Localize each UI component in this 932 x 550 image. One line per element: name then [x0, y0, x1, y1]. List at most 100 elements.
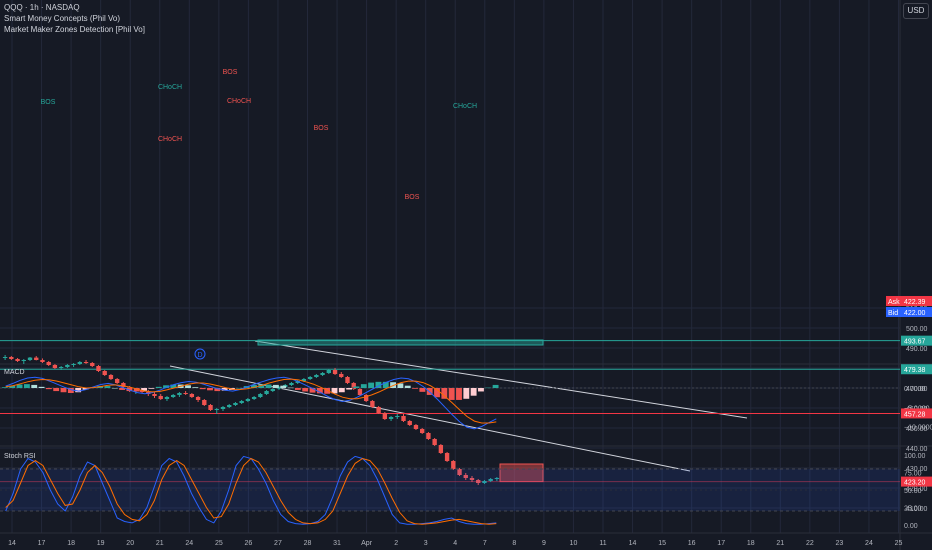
candle-body [314, 375, 319, 377]
time-tick-label: 17 [38, 540, 46, 547]
candle-body [34, 357, 39, 360]
macd-histogram-bar [207, 388, 213, 391]
candle-body [295, 381, 300, 383]
rsi-tick-label: 50.00 [904, 488, 922, 495]
rsi-d-line [5, 457, 497, 525]
candle-body [77, 362, 82, 364]
time-tick-label: 19 [97, 540, 105, 547]
time-tick-label: 25 [215, 540, 223, 547]
candle-body [482, 481, 487, 483]
macd-histogram-bar [221, 388, 228, 391]
candle-body [9, 357, 14, 359]
macd-histogram-bar [53, 388, 60, 392]
macd-histogram-bar [104, 386, 111, 388]
macd-histogram-bar [485, 387, 492, 389]
macd-histogram-bar [382, 381, 389, 388]
time-tick-label: 14 [629, 540, 637, 547]
candle-body [90, 363, 95, 366]
macd-histogram-bar [441, 388, 448, 399]
macd-histogram-bar [368, 382, 375, 388]
currency-button[interactable]: USD [903, 3, 929, 19]
price-tick-label: 420.00 [906, 486, 928, 493]
candle-body [83, 362, 89, 363]
candle-body [345, 377, 350, 383]
macd-histogram-bar [2, 387, 8, 388]
level-label-bg [901, 408, 932, 419]
candle-body [438, 445, 444, 453]
price-tick-label: 490.00 [906, 346, 928, 353]
time-tick-label: 3 [424, 540, 428, 547]
structure-labels: BOS CHoCH BOS CHoCH CHoCH BOS CHoCH BOS [41, 69, 477, 201]
candle-body [413, 425, 419, 429]
time-tick-label: 18 [747, 540, 755, 547]
candle-body [407, 421, 412, 425]
indicator-smc-label[interactable]: Smart Money Concepts (Phil Vo) [4, 14, 121, 23]
time-tick-label: 25 [895, 540, 903, 547]
time-tick-label: 14 [8, 540, 16, 547]
macd-histogram-bar [375, 381, 382, 388]
channel-upper-line [254, 340, 748, 419]
candle-body [370, 401, 375, 407]
macd-histogram-bar [170, 384, 177, 388]
level-label-bg [901, 335, 932, 346]
candle-body [220, 407, 226, 409]
candle-body [40, 360, 45, 362]
candle-body [195, 397, 201, 400]
market-maker-zones [257, 339, 544, 483]
level-label-bg [901, 364, 932, 375]
macd-histogram-bar [67, 388, 74, 394]
time-tick-label: 11 [599, 540, 606, 547]
candle-body [152, 394, 157, 396]
time-tick-label: 28 [304, 540, 312, 547]
time-tick-label: 23 [836, 540, 844, 547]
price-tick-label: 500.00 [906, 326, 928, 333]
macd-histogram-bar [148, 388, 155, 389]
indicator-mmz-label[interactable]: Market Maker Zones Detection [Phil Vo] [4, 25, 145, 34]
candle-body [21, 360, 26, 361]
candle-body [476, 480, 481, 483]
candle-body [376, 407, 381, 413]
candle-body [108, 375, 114, 379]
candle-body [463, 475, 468, 478]
macd-histogram-bar [412, 388, 418, 389]
ask-label-bg [886, 296, 932, 306]
dividend-marker [194, 348, 206, 360]
macd-histogram-bar [309, 388, 316, 393]
macd-histogram-bar [456, 388, 462, 400]
macd-histogram-bar [9, 385, 16, 388]
candle-body [444, 453, 450, 461]
candle-body [258, 394, 263, 397]
structure-label: BOS [41, 99, 56, 106]
level-label: 493.67 [904, 339, 926, 346]
time-tick-label: 18 [67, 540, 75, 547]
horizontal-levels [0, 340, 900, 483]
candle-body [227, 405, 232, 407]
macd-histogram-bar [163, 385, 169, 388]
macd-histogram-bar [23, 384, 30, 388]
time-tick-label: 7 [483, 540, 487, 547]
signal-line [5, 378, 497, 424]
candle-body [46, 362, 51, 365]
candle-body [494, 478, 500, 479]
macd-tick-label: 0.0000 [904, 386, 926, 393]
candle-body [65, 365, 70, 367]
candle-body [58, 367, 64, 368]
rsi-tick-label: 25.00 [904, 506, 922, 513]
candle-body [189, 394, 195, 397]
macd-histogram-bar [155, 386, 162, 388]
time-tick-label: 22 [806, 540, 814, 547]
time-tick-label: 21 [156, 540, 164, 547]
macd-histogram-bar [397, 383, 404, 388]
macd-histogram-bar [31, 384, 38, 388]
rsi-tick-label: 100.00 [904, 453, 926, 460]
macd-histogram-bar [45, 388, 52, 390]
symbol-line[interactable]: QQQ · 1h · NASDAQ [4, 3, 80, 12]
candle-body [457, 469, 462, 475]
macd-title: MACD [4, 369, 25, 376]
time-tick-label: 24 [185, 540, 193, 547]
structure-label: CHoCH [158, 136, 182, 143]
level-label-bg [901, 476, 932, 487]
candle-body [351, 383, 356, 389]
